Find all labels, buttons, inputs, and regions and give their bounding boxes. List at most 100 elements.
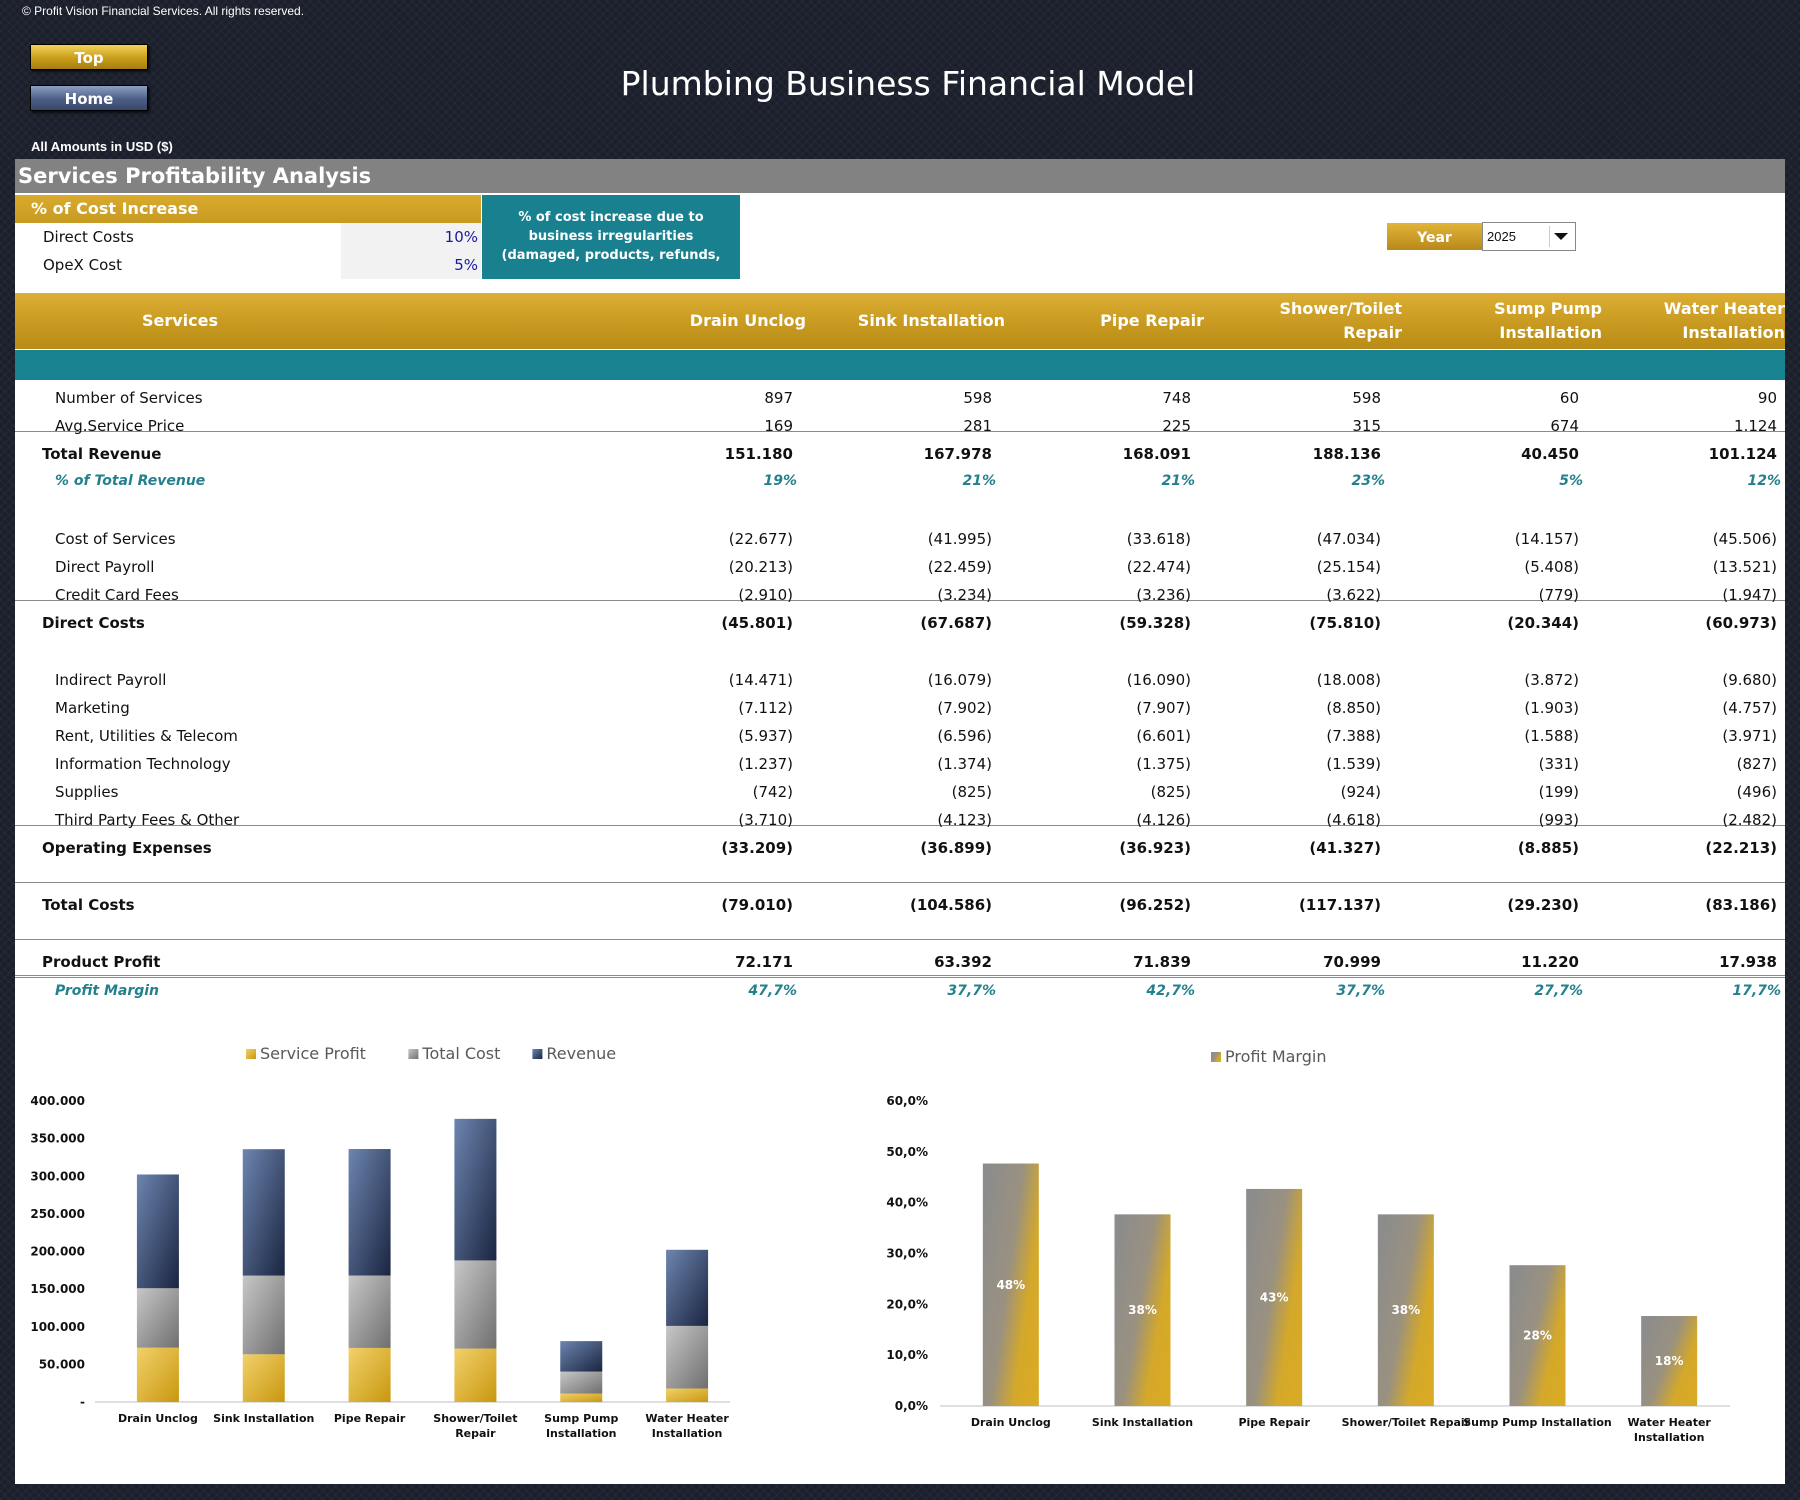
table-cell: (1.947)	[1722, 586, 1777, 604]
x-tick-label: Drain Unclog	[971, 1416, 1051, 1429]
table-cell: (825)	[1150, 783, 1191, 801]
cost-increase-note: % of cost increase due to business irreg…	[482, 195, 740, 279]
table-cell: (41.327)	[1309, 839, 1381, 857]
table-row: Rent, Utilities & Telecom (5.937) (6.596) (…	[15, 722, 1785, 750]
row-label: % of Total Revenue	[55, 473, 206, 489]
table-row: Third Party Fees & Other (3.710) (4.123) (4…	[15, 806, 1785, 834]
table-row: Profit Margin 47,7% 37,7% 42,7% 37,7% 27,7% 17…	[15, 978, 1785, 1006]
table-cell: (2.910)	[738, 586, 793, 604]
bar-segment	[454, 1348, 497, 1402]
table-cell: 748	[1162, 389, 1191, 407]
table-cell: (29.230)	[1507, 896, 1579, 914]
table-row: Direct Payroll (20.213) (22.459) (22.474) (2…	[15, 553, 1785, 581]
table-cell: (3.622)	[1326, 586, 1381, 604]
bar-segment	[666, 1249, 709, 1326]
x-tick-label: Installation	[546, 1427, 617, 1440]
table-cell: (3.971)	[1722, 727, 1777, 745]
table-cell: 42,7%	[1146, 983, 1195, 999]
currency-note: All Amounts in USD ($)	[31, 139, 173, 154]
row-label: Supplies	[55, 783, 119, 801]
table-cell: 21%	[962, 473, 996, 489]
row-divider	[15, 431, 1785, 432]
table-cell: 40.450	[1521, 445, 1579, 463]
bar-segment	[242, 1354, 285, 1402]
x-tick-label: Pipe Repair	[1238, 1416, 1310, 1429]
y-tick-label: 50.000	[39, 1357, 85, 1371]
table-cell: (8.850)	[1326, 699, 1381, 717]
table-cell: 167.978	[923, 445, 992, 463]
row-label: Third Party Fees & Other	[55, 811, 240, 829]
table-cell: (1.375)	[1136, 755, 1191, 773]
column-header: Pipe Repair	[1014, 293, 1204, 349]
table-cell: (59.328)	[1119, 614, 1191, 632]
table-cell: 598	[1352, 389, 1381, 407]
opex-increase-input[interactable]: 5%	[341, 251, 481, 279]
table-row: Credit Card Fees (2.910) (3.234) (3.236) (3.…	[15, 581, 1785, 609]
row-divider	[15, 600, 1785, 601]
legend-label: Revenue	[546, 1044, 616, 1063]
bar-segment	[348, 1275, 391, 1348]
data-label: 43%	[1260, 1290, 1289, 1304]
table-cell: (7.907)	[1136, 699, 1191, 717]
table-row: Supplies (742) (825) (825) (924) (199) (496)	[15, 778, 1785, 806]
y-tick-label: 40,0%	[886, 1196, 928, 1210]
table-cell: (22.677)	[728, 530, 793, 548]
table-cell: 27,7%	[1534, 983, 1583, 999]
row-label: Indirect Payroll	[55, 671, 167, 689]
legend-swatch	[408, 1049, 419, 1059]
table-cell: (4.618)	[1326, 811, 1381, 829]
x-tick-label: Installation	[1634, 1431, 1705, 1444]
legend-label: Service Profit	[260, 1044, 366, 1063]
column-header-line: Pipe Repair	[1100, 311, 1204, 330]
table-cell: (199)	[1538, 783, 1579, 801]
table-cell: 47,7%	[748, 983, 797, 999]
table-cell: (25.154)	[1316, 558, 1381, 576]
margin-bar	[1377, 1214, 1434, 1406]
table-cell: 281	[963, 417, 992, 435]
row-label: Operating Expenses	[42, 839, 212, 857]
table-cell: (742)	[752, 783, 793, 801]
direct-costs-increase-input[interactable]: 10%	[341, 223, 481, 251]
table-cell: (33.209)	[721, 839, 793, 857]
y-tick-label: 350.000	[30, 1132, 85, 1146]
year-dropdown[interactable]: 2025	[1482, 222, 1576, 251]
y-tick-label: 400.000	[30, 1094, 85, 1108]
bar-segment	[560, 1341, 603, 1372]
year-label: Year	[1387, 223, 1482, 250]
table-cell: (8.885)	[1517, 839, 1579, 857]
table-cell: 17.938	[1719, 953, 1777, 971]
table-row: Information Technology (1.237) (1.374) (1.3…	[15, 750, 1785, 778]
bar-segment	[454, 1260, 497, 1349]
table-row: Indirect Payroll (14.471) (16.079) (16.090)…	[15, 666, 1785, 694]
bar-segment	[560, 1371, 603, 1394]
cost-increase-label: Direct Costs	[43, 228, 134, 246]
table-cell: (60.973)	[1705, 614, 1777, 632]
table-row: Direct Costs (45.801) (67.687) (59.328) (75.…	[15, 609, 1785, 637]
y-tick-label: 0,0%	[895, 1399, 928, 1413]
table-cell: 71.839	[1133, 953, 1191, 971]
bar-segment	[348, 1347, 391, 1402]
row-label: Number of Services	[55, 389, 203, 407]
table-header: Services Drain Unclog Sink Installation Pi…	[15, 293, 1785, 349]
legend-label: Total Cost	[421, 1044, 500, 1063]
chevron-down-icon[interactable]	[1549, 226, 1571, 247]
services-header: Services	[141, 311, 219, 330]
table-cell: 169	[764, 417, 793, 435]
home-button[interactable]: Home	[30, 85, 148, 111]
row-divider	[15, 939, 1785, 940]
margin-bar	[1641, 1316, 1698, 1406]
table-cell: (496)	[1736, 783, 1777, 801]
table-cell: (33.618)	[1126, 530, 1191, 548]
margin-bar	[1246, 1188, 1303, 1406]
data-label: 18%	[1655, 1354, 1684, 1368]
table-row: Marketing (7.112) (7.902) (7.907) (8.850) (1.…	[15, 694, 1785, 722]
row-label: Credit Card Fees	[55, 586, 179, 604]
table-cell: (6.601)	[1136, 727, 1191, 745]
table-cell: (4.123)	[937, 811, 992, 829]
table-cell: 19%	[763, 473, 797, 489]
row-label: Marketing	[55, 699, 130, 717]
bar-segment	[136, 1288, 179, 1348]
top-button[interactable]: Top	[30, 44, 148, 70]
table-cell: (7.112)	[738, 699, 793, 717]
table-cell: (3.710)	[738, 811, 793, 829]
